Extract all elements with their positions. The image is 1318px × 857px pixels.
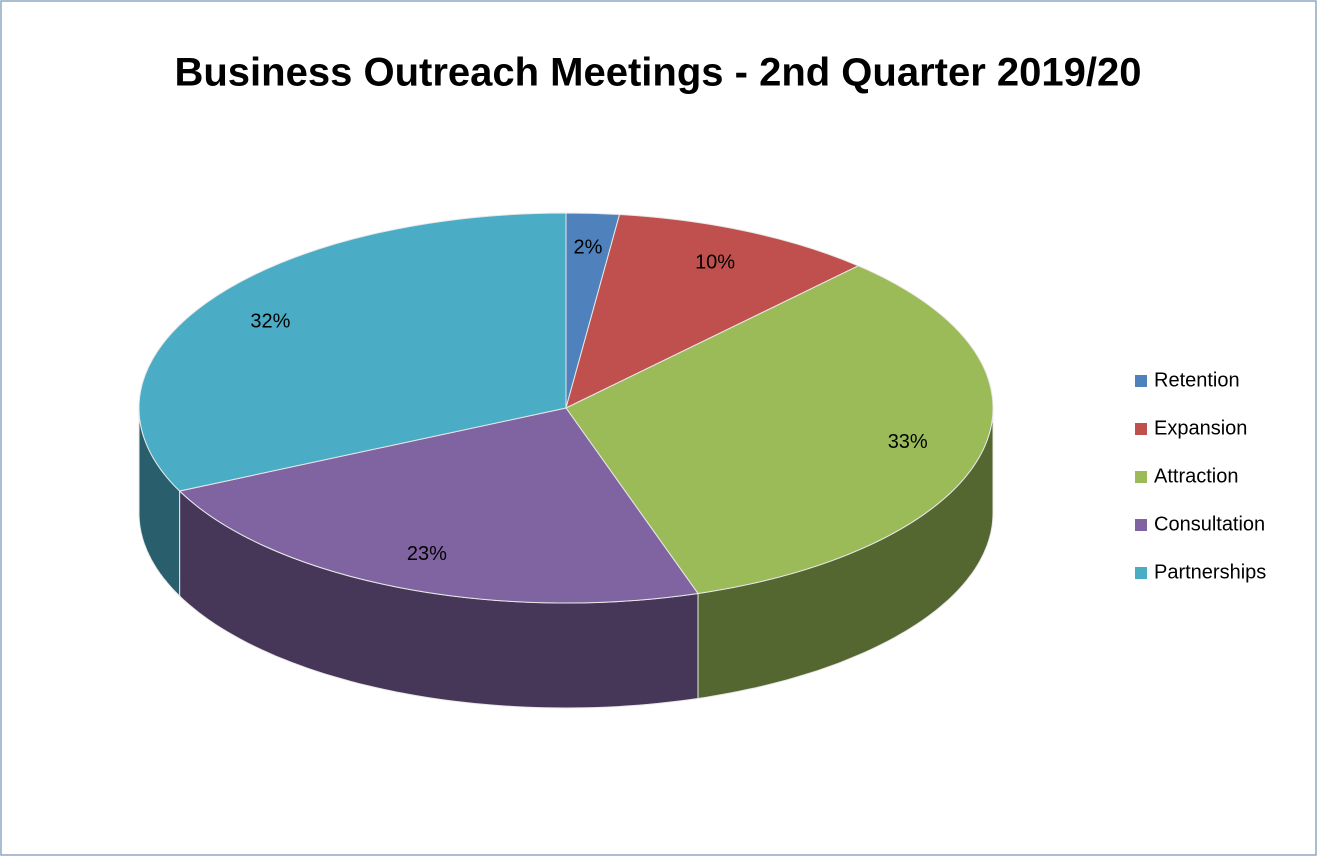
data-label: 23%: [407, 543, 447, 565]
legend-swatch: [1135, 471, 1147, 483]
legend-swatch: [1135, 375, 1147, 387]
legend-label: Attraction: [1154, 465, 1238, 487]
chart-title: Business Outreach Meetings - 2nd Quarter…: [174, 51, 1141, 95]
legend-swatch: [1135, 423, 1147, 435]
data-label: 33%: [888, 431, 928, 453]
data-label: 32%: [250, 311, 290, 333]
slice: [138, 212, 567, 492]
data-label: 10%: [695, 252, 735, 274]
data-label: 2%: [574, 237, 603, 259]
slice: [178, 407, 699, 604]
slice: [565, 265, 994, 594]
slice: [565, 214, 860, 409]
legend-label: Consultation: [1154, 513, 1265, 535]
legend-label: Partnerships: [1154, 561, 1266, 583]
legend-swatch: [1135, 567, 1147, 579]
legend-label: Expansion: [1154, 417, 1247, 439]
legend-label: Retention: [1154, 369, 1240, 391]
legend-swatch: [1135, 519, 1147, 531]
